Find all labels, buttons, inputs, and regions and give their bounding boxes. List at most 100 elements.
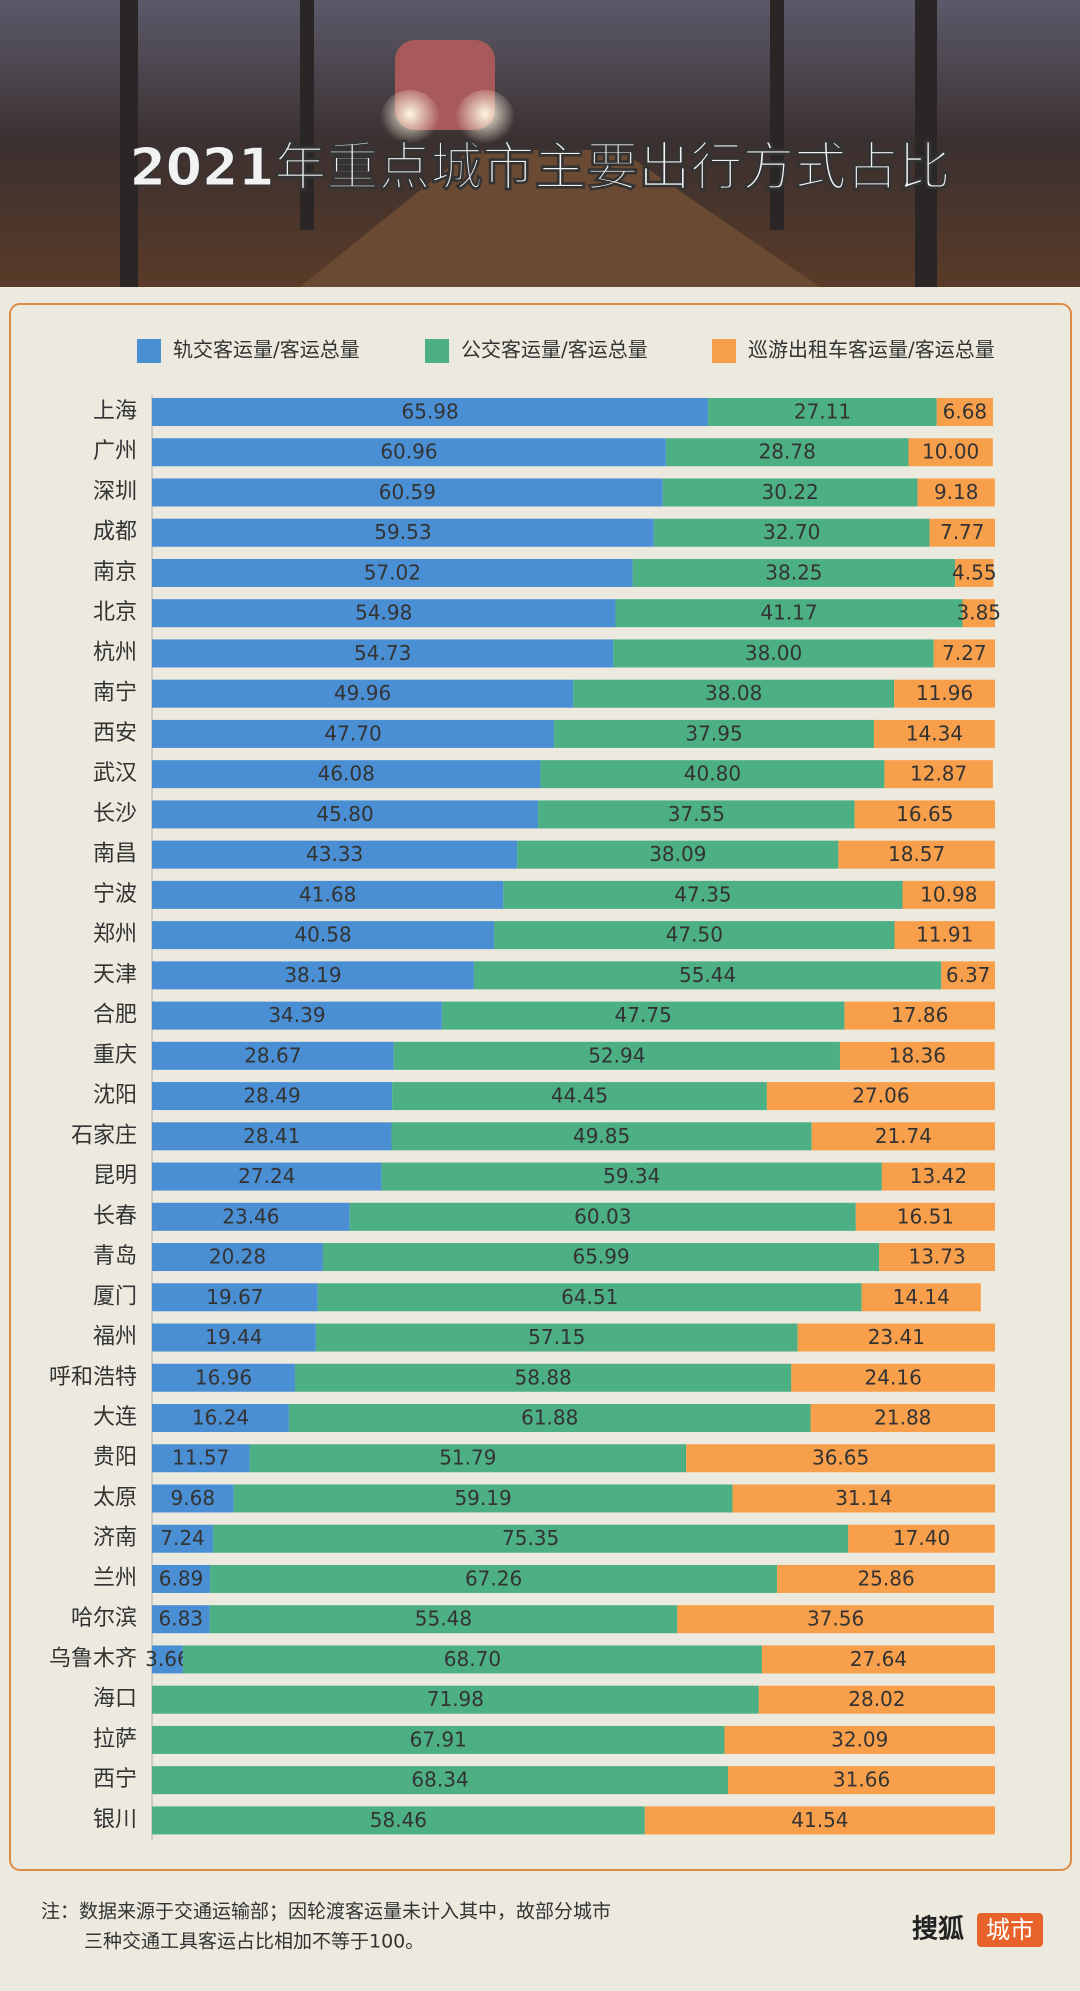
value-label: 37.95 [685, 721, 742, 745]
y-tick-label: 兰州 [93, 1566, 137, 1591]
bar-segment [708, 398, 937, 426]
bar-segment [152, 1243, 323, 1272]
bar-segment [152, 639, 614, 668]
bar-segment [838, 840, 995, 869]
bar-segment [249, 1444, 687, 1473]
value-label: 6.83 [159, 1607, 204, 1631]
bar-segment [315, 1323, 798, 1352]
bar-segment [152, 921, 495, 950]
value-label: 54.98 [355, 601, 412, 625]
y-tick-label: 西宁 [93, 1767, 137, 1792]
bar-segment [152, 1082, 393, 1111]
bar-segment [861, 1283, 981, 1312]
value-label: 58.46 [370, 1808, 427, 1832]
bar-segment [152, 679, 574, 708]
value-label: 16.96 [195, 1365, 252, 1389]
bar-segment [810, 1404, 995, 1432]
bar-segment [322, 1243, 880, 1272]
value-label: 47.35 [674, 882, 731, 906]
value-label: 59.34 [603, 1164, 660, 1188]
value-label: 12.87 [910, 762, 967, 786]
value-label: 31.14 [835, 1486, 892, 1510]
bar-segment [392, 1082, 767, 1111]
y-tick-label: 厦门 [93, 1284, 137, 1309]
y-tick-label: 武汉 [93, 761, 137, 786]
legend-label: 巡游出租车客运量/客运总量 [748, 338, 995, 362]
value-label: 68.34 [411, 1768, 468, 1792]
bar-segment [573, 679, 895, 708]
legend-swatch [712, 339, 736, 363]
value-label: 64.51 [561, 1285, 618, 1309]
bar-segment [152, 880, 504, 909]
y-tick-label: 南京 [93, 560, 137, 585]
value-label: 47.70 [324, 721, 381, 745]
value-label: 18.36 [889, 1043, 946, 1067]
bar-segment [349, 1202, 856, 1231]
y-tick-label: 海口 [93, 1687, 137, 1712]
y-tick-label: 合肥 [93, 1003, 137, 1028]
bar-segment [811, 1122, 995, 1151]
value-label: 9.18 [934, 480, 979, 504]
bar-segment [644, 1806, 995, 1835]
bar-segment [615, 599, 963, 628]
bar-segment [884, 760, 993, 789]
value-label: 7.77 [940, 520, 985, 544]
value-label: 37.56 [807, 1607, 864, 1631]
y-tick-label: 宁波 [93, 882, 137, 907]
value-label: 17.40 [893, 1526, 950, 1550]
bar-segment [732, 1484, 996, 1513]
value-label: 40.80 [684, 762, 741, 786]
bar-segment [393, 1041, 840, 1070]
bar-segment [152, 1122, 392, 1151]
value-label: 6.37 [946, 963, 991, 987]
bar-segment [936, 398, 994, 426]
value-label: 30.22 [762, 480, 819, 504]
value-label: 16.65 [896, 802, 953, 826]
value-label: 60.59 [379, 480, 436, 504]
bar-segment [152, 1001, 442, 1030]
bar-segment [233, 1484, 733, 1513]
note: 三种交通工具客运占比相加不等于100。 [84, 1931, 424, 1953]
value-label: 14.34 [906, 721, 963, 745]
bar-segment [908, 438, 993, 467]
value-label: 38.19 [284, 963, 341, 987]
bar-segment [855, 1202, 995, 1231]
value-label: 47.50 [666, 923, 723, 947]
value-label: 21.74 [875, 1124, 932, 1148]
y-tick-label: 深圳 [93, 479, 137, 504]
y-tick-label: 北京 [93, 600, 137, 625]
legend-label: 公交客运量/客运总量 [461, 338, 648, 362]
y-tick-label: 拉萨 [93, 1727, 137, 1752]
y-tick-label: 贵阳 [93, 1445, 137, 1470]
value-label: 28.02 [848, 1687, 905, 1711]
value-label: 58.88 [515, 1365, 572, 1389]
bar-segment [613, 639, 934, 668]
value-label: 6.68 [943, 400, 988, 424]
value-label: 28.78 [759, 440, 816, 464]
bar-segment [665, 438, 909, 467]
bar-segment [152, 800, 539, 829]
bar-segment [152, 1041, 394, 1070]
y-tick-label: 上海 [93, 399, 137, 424]
value-label: 17.86 [891, 1003, 948, 1027]
bar-segment [152, 961, 474, 990]
value-label: 51.79 [439, 1446, 496, 1470]
y-tick-label: 哈尔滨 [71, 1606, 137, 1631]
value-label: 27.06 [852, 1084, 909, 1108]
bar-segment [791, 1363, 995, 1392]
bar-segment [758, 1685, 995, 1714]
value-label: 25.86 [857, 1566, 914, 1590]
value-label: 43.33 [306, 842, 363, 866]
bar-segment [152, 760, 541, 789]
bar-segment [686, 1444, 996, 1473]
value-label: 68.70 [444, 1647, 501, 1671]
y-tick-label: 济南 [93, 1526, 137, 1551]
bar-segment [294, 1363, 792, 1392]
bar-segment [766, 1082, 995, 1111]
bar-segment [317, 1283, 862, 1312]
bar-segment [152, 1404, 289, 1432]
y-tick-label: 天津 [93, 962, 137, 987]
bar-segment [517, 840, 839, 869]
bar-segment [724, 1725, 995, 1754]
value-label: 9.68 [171, 1486, 216, 1510]
